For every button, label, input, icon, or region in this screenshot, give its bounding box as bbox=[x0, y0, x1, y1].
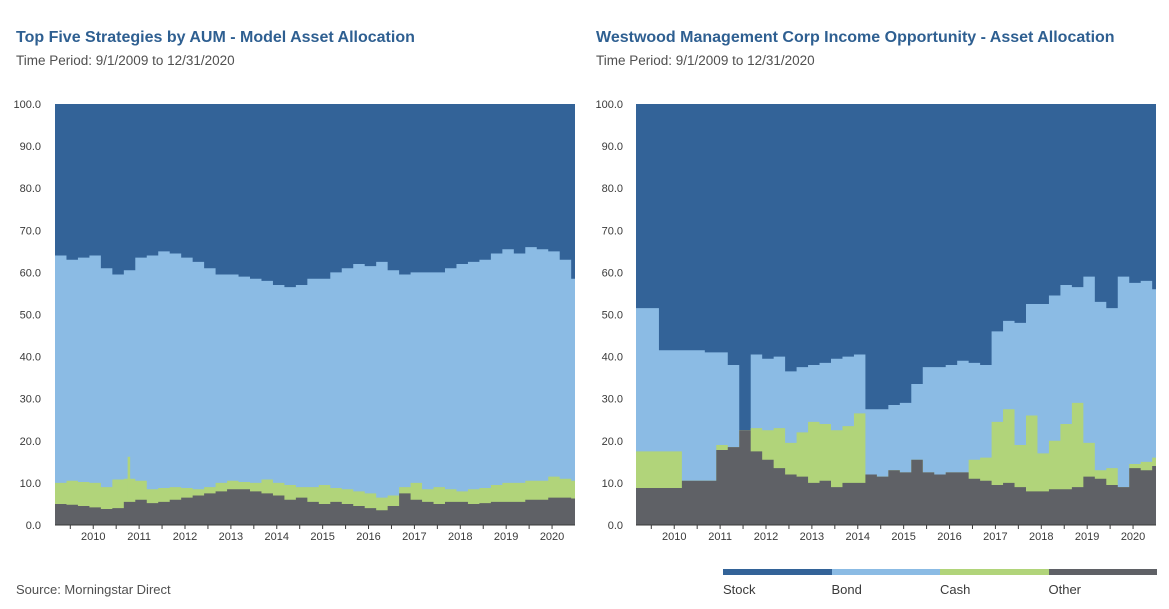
left-y-tick-label: 0.0 bbox=[26, 520, 41, 532]
legend-label-bond: Bond bbox=[831, 582, 862, 597]
right-y-tick-label: 40.0 bbox=[602, 352, 623, 364]
right-x-tick-label: 2012 bbox=[754, 531, 778, 543]
right-y-tick-label: 90.0 bbox=[602, 141, 623, 153]
left-x-tick-label: 2013 bbox=[219, 531, 243, 543]
left-chart-title: Top Five Strategies by AUM - Model Asset… bbox=[16, 29, 415, 46]
left-y-tick-label: 30.0 bbox=[20, 394, 41, 406]
right-y-tick-label: 60.0 bbox=[602, 267, 623, 279]
right-area-chart: 0.0 10.0 20.0 30.0 40.0 50.0 60.0 70.0 80.0 90.0 1… bbox=[595, 99, 1156, 543]
legend: Stock Bond Cash Other bbox=[723, 569, 1157, 599]
legend-swatch-stock bbox=[723, 569, 832, 575]
left-y-tick-label: 60.0 bbox=[20, 267, 41, 279]
left-x-tick-label: 2017 bbox=[402, 531, 426, 543]
legend-item-other: Other bbox=[1048, 569, 1157, 599]
right-chart-title: Westwood Management Corp Income Opportun… bbox=[596, 29, 1115, 46]
legend-swatch-other bbox=[1048, 569, 1157, 575]
legend-label-stock: Stock bbox=[723, 582, 756, 597]
left-cash-spike-0 bbox=[127, 456, 131, 500]
right-x-tick-label: 2018 bbox=[1029, 531, 1053, 543]
left-y-tick-label: 100.0 bbox=[13, 99, 41, 111]
left-y-tick-label: 90.0 bbox=[20, 141, 41, 153]
right-y-tick-label: 100.0 bbox=[595, 99, 623, 111]
left-x-tick-label: 2014 bbox=[265, 531, 289, 543]
source-note: Source: Morningstar Direct bbox=[16, 582, 171, 597]
left-x-tick-label: 2011 bbox=[127, 531, 151, 543]
left-x-tick-label: 2016 bbox=[356, 531, 380, 543]
left-x-tick-label: 2010 bbox=[81, 531, 105, 543]
right-x-tick-label: 2017 bbox=[983, 531, 1007, 543]
left-y-tick-label: 50.0 bbox=[20, 310, 41, 322]
legend-swatch-bond bbox=[831, 569, 940, 575]
right-x-tick-label: 2011 bbox=[708, 531, 732, 543]
right-x-tick-label: 2016 bbox=[937, 531, 961, 543]
right-x-tick-label: 2014 bbox=[846, 531, 870, 543]
right-x-tick-label: 2015 bbox=[891, 531, 915, 543]
right-x-tick-label: 2019 bbox=[1075, 531, 1099, 543]
left-x-tick-label: 2020 bbox=[540, 531, 564, 543]
left-y-tick-label: 70.0 bbox=[20, 225, 41, 237]
left-y-tick-label: 40.0 bbox=[20, 352, 41, 364]
left-y-tick-label: 80.0 bbox=[20, 183, 41, 195]
right-series-other bbox=[636, 430, 1156, 525]
right-y-tick-label: 0.0 bbox=[608, 520, 623, 532]
left-x-tick-label: 2019 bbox=[494, 531, 518, 543]
right-y-tick-label: 50.0 bbox=[602, 310, 623, 322]
right-y-tick-label: 70.0 bbox=[602, 225, 623, 237]
right-y-tick-label: 10.0 bbox=[602, 478, 623, 490]
legend-label-other: Other bbox=[1048, 582, 1082, 597]
right-x-tick-label: 2013 bbox=[800, 531, 824, 543]
left-chart-subtitle: Time Period: 9/1/2009 to 12/31/2020 bbox=[16, 53, 235, 68]
legend-label-cash: Cash bbox=[940, 582, 971, 597]
left-series-bond bbox=[55, 247, 575, 525]
legend-item-stock: Stock bbox=[723, 569, 832, 599]
left-area-chart: 0.0 10.0 20.0 30.0 40.0 50.0 60.0 70.0 80.0 90.0 1… bbox=[13, 99, 575, 543]
legend-item-cash: Cash bbox=[940, 569, 1049, 599]
right-chart-subtitle: Time Period: 9/1/2009 to 12/31/2020 bbox=[596, 53, 815, 68]
left-x-tick-label: 2012 bbox=[173, 531, 197, 543]
right-x-tick-label: 2020 bbox=[1121, 531, 1145, 543]
right-y-tick-label: 30.0 bbox=[602, 394, 623, 406]
right-y-tick-label: 80.0 bbox=[602, 183, 623, 195]
legend-item-bond: Bond bbox=[831, 569, 940, 599]
right-y-tick-label: 20.0 bbox=[602, 436, 623, 448]
left-y-tick-label: 20.0 bbox=[20, 436, 41, 448]
left-x-tick-label: 2018 bbox=[448, 531, 472, 543]
left-series-other bbox=[55, 489, 575, 525]
left-x-tick-label: 2015 bbox=[310, 531, 334, 543]
legend-swatch-cash bbox=[940, 569, 1049, 575]
right-x-tick-label: 2010 bbox=[662, 531, 686, 543]
left-y-tick-label: 10.0 bbox=[20, 478, 41, 490]
